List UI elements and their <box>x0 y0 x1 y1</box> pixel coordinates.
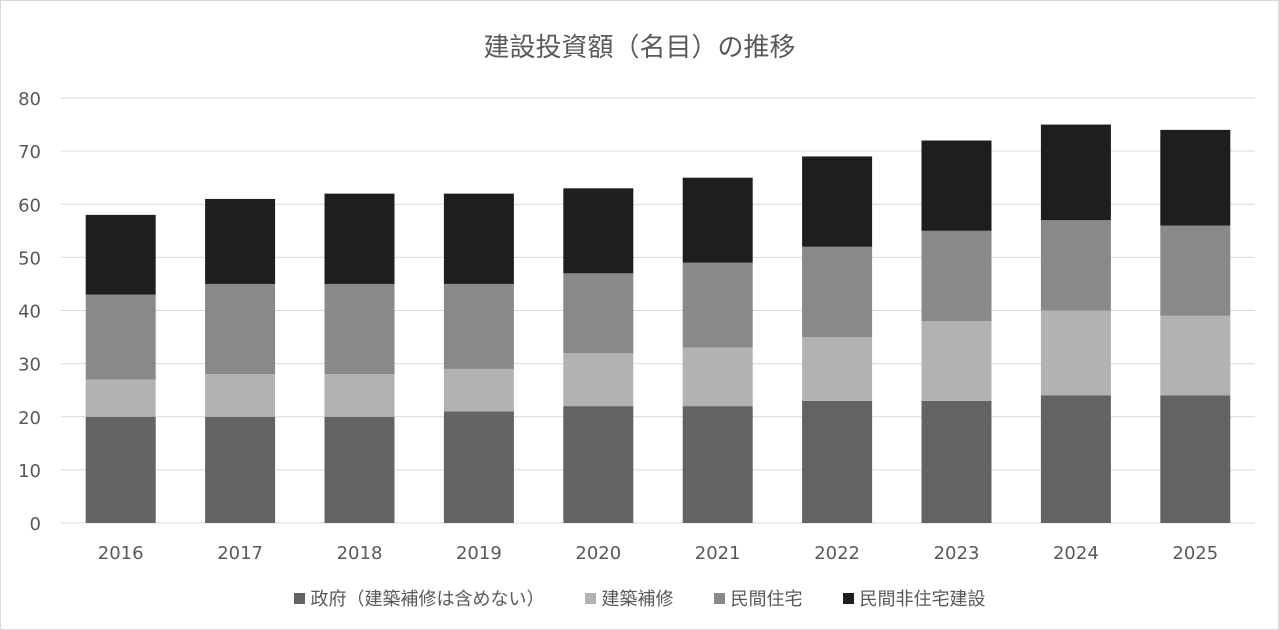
bar-segment-2022-series-2 <box>802 246 873 338</box>
y-tick-label: 80 <box>18 89 41 110</box>
bar-segment-2019-series-1 <box>443 368 514 412</box>
x-tick-label: 2017 <box>217 543 263 564</box>
y-tick-label: 50 <box>18 248 41 269</box>
bar-segment-2016-series-2 <box>85 294 156 380</box>
bar-segment-2016-series-1 <box>85 379 156 417</box>
x-tick-label: 2024 <box>1053 543 1099 564</box>
x-tick-label: 2019 <box>456 543 502 564</box>
bar-segment-2016-series-3 <box>85 214 156 295</box>
y-tick-label: 70 <box>18 142 41 163</box>
y-tick-label: 10 <box>18 461 41 482</box>
bar-segment-2022-series-0 <box>802 400 873 523</box>
legend-label: 民間非住宅建設 <box>859 589 986 610</box>
legend-item: 政府（建築補修は含めない） <box>293 585 545 611</box>
bar-segment-2025-series-2 <box>1160 225 1231 316</box>
bar-segment-2023-series-0 <box>921 400 992 523</box>
chart-title: 建設投資額（名目）の推移 <box>483 33 796 63</box>
x-tick-label: 2016 <box>98 543 144 564</box>
y-tick-label: 30 <box>18 355 41 376</box>
bar-segment-2024-series-3 <box>1040 124 1111 221</box>
bar-segment-2025-series-0 <box>1160 395 1231 523</box>
bar-segment-2018-series-1 <box>324 374 395 417</box>
bar-segment-2021-series-0 <box>682 406 753 523</box>
bar-segment-2020-series-1 <box>563 353 634 407</box>
legend-item: 民間住宅 <box>713 585 803 611</box>
x-tick-label: 2023 <box>934 543 980 564</box>
bar-segment-2024-series-0 <box>1040 395 1111 523</box>
x-tick-label: 2022 <box>814 543 860 564</box>
bar-segment-2022-series-1 <box>802 337 873 401</box>
bar-segment-2020-series-0 <box>563 406 634 523</box>
bar-segment-2024-series-1 <box>1040 310 1111 396</box>
bar-segment-2025-series-3 <box>1160 129 1231 226</box>
bar-segment-2017-series-3 <box>205 198 276 284</box>
legend-item: 民間非住宅建設 <box>842 585 986 611</box>
bar-segment-2023-series-2 <box>921 230 992 322</box>
legend-swatch <box>713 592 725 604</box>
bar-segment-2024-series-2 <box>1040 220 1111 311</box>
bar-segment-2017-series-1 <box>205 374 276 417</box>
y-tick-label: 60 <box>18 195 41 216</box>
legend-item: 建築補修 <box>584 585 674 611</box>
bar-segment-2020-series-3 <box>563 188 634 274</box>
y-tick-label: 0 <box>30 514 41 535</box>
bar-segment-2018-series-0 <box>324 416 395 523</box>
legend-swatch <box>584 592 596 604</box>
x-tick-label: 2025 <box>1172 543 1218 564</box>
legend: 政府（建築補修は含めない） 建築補修 民間住宅 民間非住宅建設 <box>1 585 1278 611</box>
x-tick-label: 2020 <box>575 543 621 564</box>
bar-segment-2018-series-2 <box>324 283 395 375</box>
bar-segment-2021-series-2 <box>682 262 753 348</box>
y-tick-label: 40 <box>18 302 41 323</box>
bar-segment-2021-series-1 <box>682 347 753 407</box>
bar-segment-2020-series-2 <box>563 273 634 353</box>
legend-swatch <box>293 592 305 604</box>
legend-label: 政府（建築補修は含めない） <box>310 589 545 610</box>
bar-segment-2023-series-3 <box>921 140 992 231</box>
bar-segment-2019-series-3 <box>443 193 514 284</box>
bar-segment-2018-series-3 <box>324 193 395 284</box>
bar-segment-2019-series-0 <box>443 411 514 523</box>
bar-segment-2016-series-0 <box>85 416 156 523</box>
bar-segment-2017-series-0 <box>205 416 276 523</box>
bar-segment-2017-series-2 <box>205 283 276 375</box>
legend-label: 民間住宅 <box>730 589 803 610</box>
bar-segment-2023-series-1 <box>921 321 992 401</box>
bar-segment-2021-series-3 <box>682 177 753 263</box>
legend-label: 建築補修 <box>601 589 674 610</box>
y-tick-label: 20 <box>18 408 41 429</box>
legend-swatch <box>842 592 854 604</box>
bar-segment-2025-series-1 <box>1160 315 1231 396</box>
x-tick-label: 2021 <box>695 543 741 564</box>
bar-segment-2019-series-2 <box>443 283 514 369</box>
x-tick-label: 2018 <box>337 543 383 564</box>
bar-segment-2022-series-3 <box>802 156 873 247</box>
